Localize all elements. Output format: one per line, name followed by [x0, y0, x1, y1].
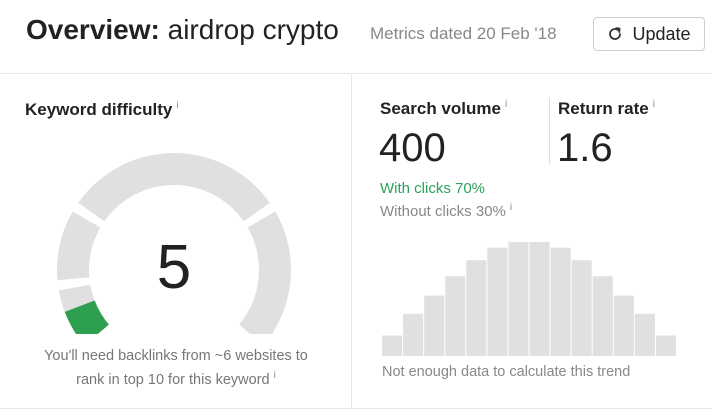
trend-bar	[529, 242, 550, 356]
page-title: Overview: airdrop crypto	[26, 12, 339, 48]
keyword-difficulty-card: Keyword difficulty i 5 You'll need backli…	[0, 73, 352, 409]
trend-bar	[424, 295, 445, 356]
metric-divider	[549, 98, 550, 164]
without-clicks-stat: Without clicks 30% i	[380, 202, 512, 220]
trend-bar	[571, 260, 592, 356]
search-volume-info-icon[interactable]: i	[504, 99, 508, 111]
return-rate-title: Return rate i	[558, 99, 655, 119]
trend-bar	[613, 295, 634, 356]
search-volume-value: 400	[379, 126, 446, 170]
metrics-date: Metrics dated 20 Feb '18	[370, 24, 557, 43]
trend-bar	[382, 335, 403, 356]
trend-bar	[634, 313, 655, 356]
update-button-label: Update	[632, 23, 691, 44]
search-volume-card: Search volume i 400 Return rate i 1.6 With…	[352, 73, 712, 409]
gauge-segment-4	[239, 211, 291, 334]
difficulty-score: 5	[157, 233, 191, 302]
trend-note: Not enough data to calculate this trend	[382, 364, 631, 380]
gauge-segments	[56, 152, 291, 334]
refresh-icon	[607, 26, 623, 42]
backlinks-note: You'll need backlinks from ~6 websites t…	[0, 346, 352, 390]
gauge-fill	[64, 300, 109, 334]
trend-bar	[403, 313, 424, 356]
search-volume-title: Search volume i	[380, 99, 507, 119]
difficulty-gauge: 5	[56, 152, 291, 334]
page-title-prefix: Overview:	[26, 14, 160, 45]
return-rate-info-icon[interactable]: i	[652, 99, 655, 111]
overview-header: Overview: airdrop crypto Metrics dated 2…	[0, 0, 712, 72]
keyword-difficulty-label: Keyword difficulty	[25, 100, 173, 119]
backlinks-note-line2: rank in top 10 for this keyword i	[0, 366, 352, 390]
clicks-info-icon[interactable]: i	[509, 202, 513, 213]
gauge-segment-2	[56, 211, 101, 281]
trend-bar	[508, 242, 529, 356]
trend-bar	[655, 335, 676, 356]
trend-bar	[592, 276, 613, 356]
backlinks-note-line2-text: rank in top 10 for this keyword	[76, 371, 270, 388]
search-volume-trend-chart	[382, 242, 676, 356]
trend-bar	[550, 247, 571, 356]
backlinks-info-icon[interactable]: i	[273, 370, 276, 381]
return-rate-label: Return rate	[558, 99, 649, 118]
keyword-difficulty-info-icon[interactable]: i	[176, 100, 179, 112]
trend-bar	[487, 247, 508, 356]
trend-bar	[466, 260, 487, 356]
page-title-query: airdrop crypto	[167, 14, 339, 45]
trend-bar	[445, 276, 466, 356]
return-rate-value: 1.6	[557, 126, 613, 170]
update-button[interactable]: Update	[593, 17, 705, 51]
with-clicks-stat: With clicks 70%	[380, 180, 486, 197]
search-volume-label: Search volume	[380, 99, 501, 118]
without-clicks-text: Without clicks 30%	[380, 203, 506, 220]
backlinks-note-line1: You'll need backlinks from ~6 websites t…	[44, 348, 308, 364]
keyword-difficulty-title: Keyword difficulty i	[25, 100, 179, 120]
gauge-segment-3	[78, 152, 270, 222]
